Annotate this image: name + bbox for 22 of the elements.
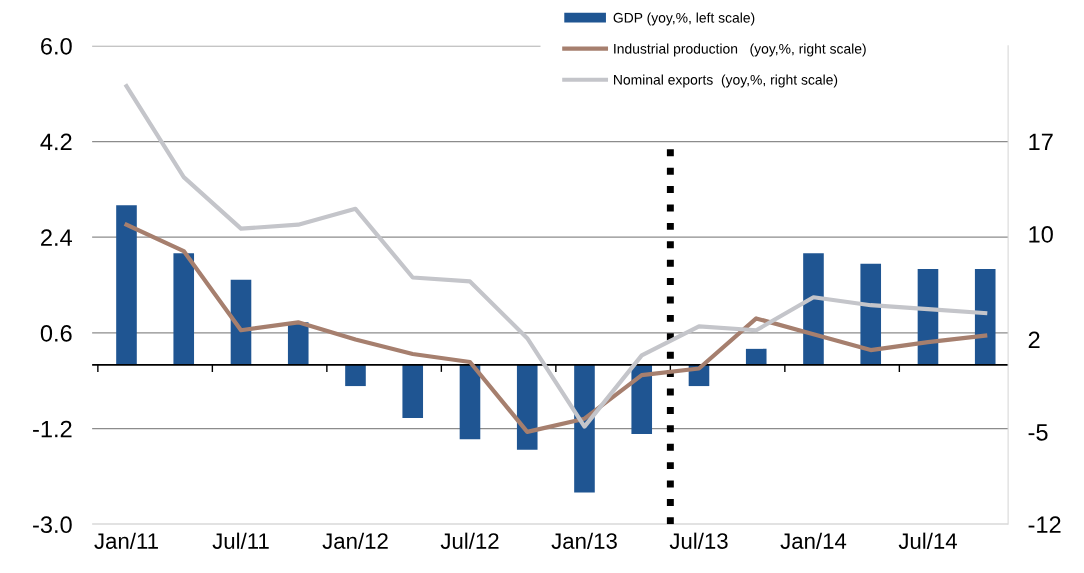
x-tick-label: Jan/13 <box>551 532 617 549</box>
y-tick-label: 6.0 <box>41 37 72 55</box>
x-tick-label: Jan/14 <box>780 532 847 549</box>
y2-tick-label: -5 <box>1028 424 1048 441</box>
y-tick-label: 0.6 <box>40 324 72 342</box>
x-tick-label: Jul/13 <box>669 532 728 549</box>
y-tick-label: -1.2 <box>33 420 72 438</box>
x-tick-label: Jul/11 <box>212 532 269 549</box>
x-tick-label: Jul/14 <box>898 532 957 549</box>
x-tick-label: Jan/12 <box>322 532 388 549</box>
y2-tick-label: 2 <box>1028 331 1040 349</box>
y-tick-label: -3.0 <box>33 516 72 534</box>
y2-tick-label: -12 <box>1028 516 1061 533</box>
y-tick-label: 4.2 <box>40 133 72 151</box>
y-tick-label: 2.4 <box>41 229 73 246</box>
x-tick-label: Jan/11 <box>94 532 158 549</box>
y2-tick-label: 17 <box>1029 133 1053 151</box>
legend-label: GDP (yoy,%, left scale) <box>613 12 755 26</box>
legend-label: Industrial production (yoy,%, right scale) <box>614 43 866 57</box>
x-tick-label: Jul/12 <box>440 532 499 549</box>
y2-tick-label: 10 <box>1029 225 1053 243</box>
legend-label: Nominal exports (yoy,%, right scale) <box>614 74 838 88</box>
